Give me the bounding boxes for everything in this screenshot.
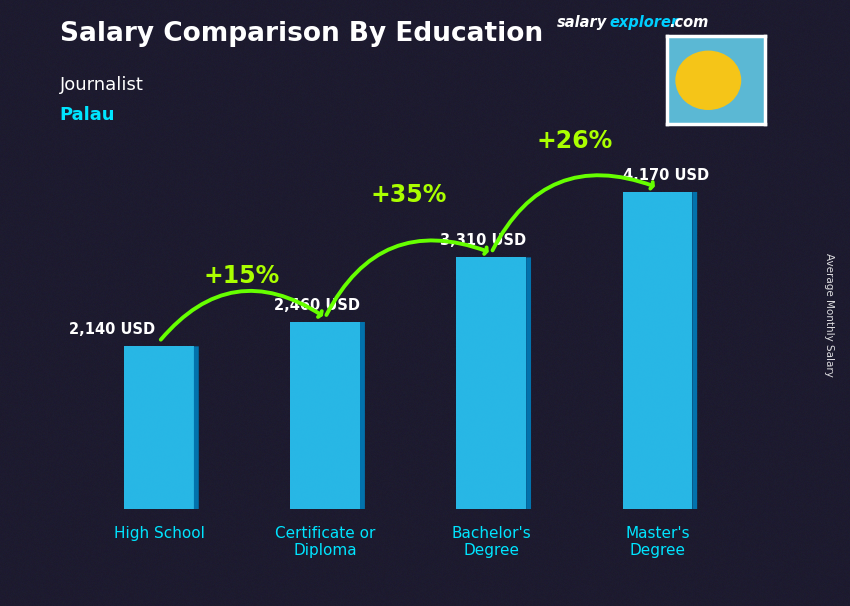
Polygon shape (360, 322, 365, 509)
Text: +35%: +35% (370, 182, 446, 207)
Circle shape (676, 52, 740, 109)
Text: .com: .com (670, 15, 709, 30)
Text: salary: salary (557, 15, 607, 30)
Text: 4,170 USD: 4,170 USD (623, 168, 709, 183)
Polygon shape (526, 258, 531, 509)
Text: +26%: +26% (536, 128, 613, 153)
Text: Salary Comparison By Education: Salary Comparison By Education (60, 21, 542, 47)
Text: +15%: +15% (204, 264, 280, 288)
Text: Journalist: Journalist (60, 76, 144, 94)
Bar (456, 258, 526, 509)
Polygon shape (692, 192, 697, 509)
Bar (622, 192, 692, 509)
Text: Average Monthly Salary: Average Monthly Salary (824, 253, 834, 377)
Bar (124, 347, 194, 509)
Text: 2,460 USD: 2,460 USD (274, 298, 360, 313)
Bar (290, 322, 360, 509)
Text: explorer: explorer (609, 15, 678, 30)
Polygon shape (194, 346, 199, 509)
Text: Palau: Palau (60, 106, 115, 124)
Text: 2,140 USD: 2,140 USD (70, 322, 156, 337)
Text: 3,310 USD: 3,310 USD (440, 233, 526, 248)
